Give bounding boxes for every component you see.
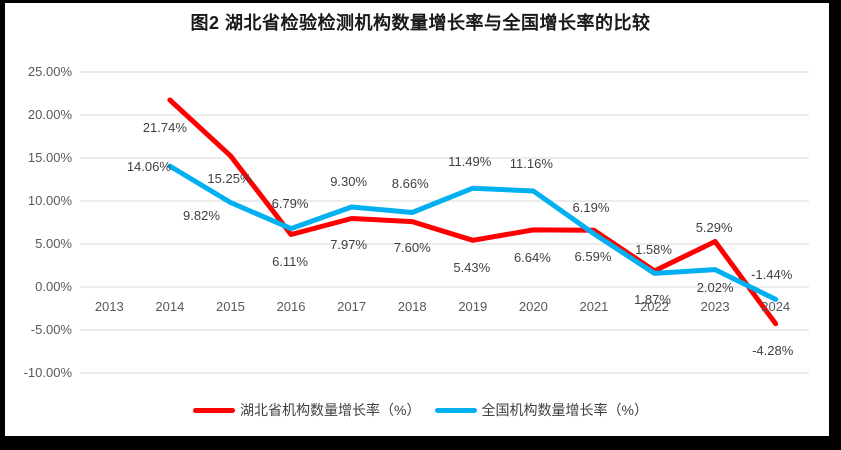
y-tick-label: 5.00% — [35, 236, 72, 251]
frame-border-left — [0, 0, 5, 450]
hubei-line-series — [167, 97, 779, 327]
legend-item-national: 全国机构数量增长率（%） — [434, 400, 648, 420]
legend-label-national: 全国机构数量增长率（%） — [481, 402, 648, 418]
national-data-label: -1.44% — [751, 266, 793, 282]
y-tick-label: -5.00% — [30, 322, 72, 337]
national-data-label: 2.02% — [696, 280, 734, 296]
hubei-data-label: 7.97% — [330, 236, 368, 252]
hubei-data-label: -4.28% — [752, 343, 794, 359]
hubei-data-label: 21.74% — [142, 119, 187, 135]
national-data-label: 11.16% — [509, 155, 553, 171]
x-tick-label: 2019 — [458, 299, 488, 314]
x-tick-label: 2017 — [337, 299, 367, 314]
x-tick-label: 2024 — [761, 299, 791, 314]
national-data-label: 11.49% — [448, 153, 492, 169]
x-tick-label: 2022 — [640, 299, 669, 314]
national-data-label: 1.58% — [635, 241, 672, 257]
legend-label-hubei: 湖北省机构数量增长率（%） — [240, 402, 421, 418]
national-data-label: 14.06% — [126, 158, 171, 174]
hubei-data-label: 15.25% — [207, 171, 252, 187]
y-tick-label: 20.00% — [27, 107, 72, 122]
x-tick-label: 2020 — [518, 299, 548, 314]
frame-border-right — [829, 0, 841, 450]
y-tick-label: 10.00% — [27, 193, 72, 208]
x-tick-label: 2023 — [700, 299, 730, 314]
x-tick-label: 2018 — [397, 299, 427, 314]
hubei-data-label: 6.59% — [574, 248, 612, 264]
hubei-data-label: 7.60% — [393, 240, 431, 256]
x-tick-label: 2014 — [155, 299, 185, 314]
national-data-label: 6.19% — [572, 200, 610, 216]
legend-line-swatch-national — [434, 407, 477, 413]
y-tick-label: 25.00% — [27, 64, 72, 79]
frame-border-bottom — [0, 436, 841, 450]
legend-line-swatch-hubei — [193, 407, 236, 413]
hubei-data-label: 6.11% — [272, 253, 308, 269]
hubei-data-label: 5.29% — [695, 220, 733, 235]
legend: 湖北省机构数量增长率（%） 全国机构数量增长率（%） — [0, 400, 841, 420]
legend-item-hubei: 湖北省机构数量增长率（%） — [193, 400, 421, 420]
national-data-label: 8.66% — [391, 176, 429, 192]
x-tick-label: 2016 — [276, 299, 306, 314]
y-tick-label: 15.00% — [27, 150, 72, 165]
x-tick-label: 2015 — [215, 299, 245, 314]
y-tick-label: 0.00% — [35, 279, 72, 294]
chart-title: 图2 湖北省检验检测机构数量增长率与全国增长率的比较 — [190, 13, 651, 33]
national-line-series — [167, 163, 779, 302]
national-data-label: 9.82% — [183, 208, 220, 224]
national-data-label: 9.30% — [330, 173, 368, 189]
hubei-data-label: 6.64% — [513, 250, 551, 266]
x-tick-label: 2013 — [94, 299, 124, 314]
national-data-label: 6.79% — [271, 196, 309, 212]
x-tick-label: 2021 — [579, 299, 609, 314]
y-tick-label: -10.00% — [23, 365, 72, 380]
hubei-data-label: 1.87% — [634, 292, 671, 308]
hubei-data-label: 5.43% — [453, 259, 491, 275]
frame-border-top — [0, 0, 841, 3]
